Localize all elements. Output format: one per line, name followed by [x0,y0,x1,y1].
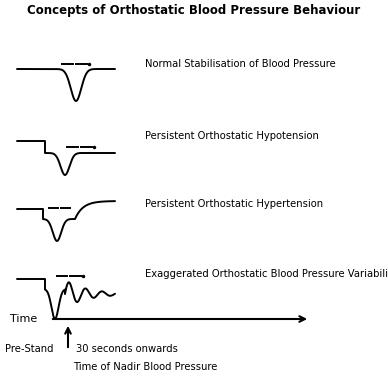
Text: Pre-Stand: Pre-Stand [5,344,54,354]
Text: Normal Stabilisation of Blood Pressure: Normal Stabilisation of Blood Pressure [145,59,336,69]
Text: Concepts of Orthostatic Blood Pressure Behaviour: Concepts of Orthostatic Blood Pressure B… [28,4,360,17]
Text: Time: Time [10,314,37,324]
Text: Persistent Orthostatic Hypertension: Persistent Orthostatic Hypertension [145,199,323,209]
Text: 30 seconds onwards: 30 seconds onwards [76,344,178,354]
Text: Exaggerated Orthostatic Blood Pressure Variability: Exaggerated Orthostatic Blood Pressure V… [145,269,388,279]
Text: Time of Nadir Blood Pressure: Time of Nadir Blood Pressure [73,362,217,372]
Text: Persistent Orthostatic Hypotension: Persistent Orthostatic Hypotension [145,131,319,141]
